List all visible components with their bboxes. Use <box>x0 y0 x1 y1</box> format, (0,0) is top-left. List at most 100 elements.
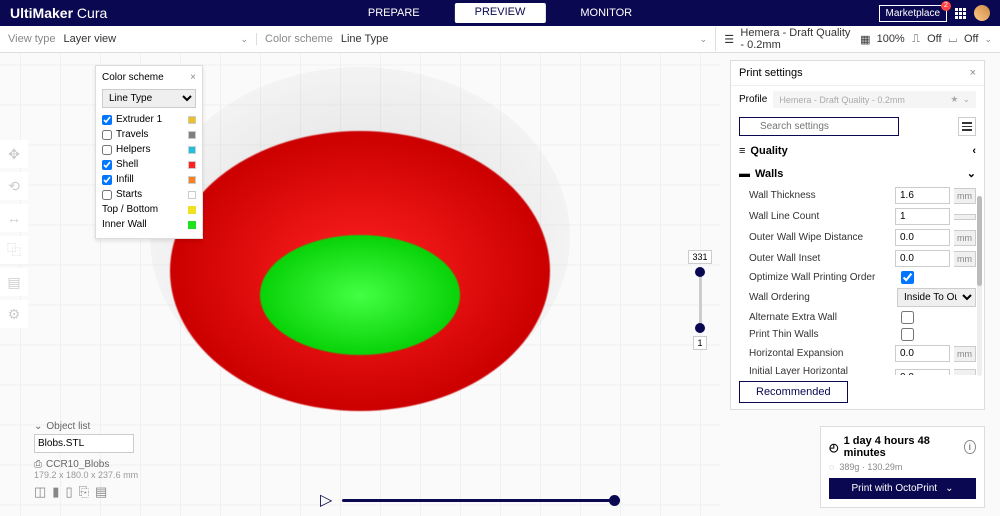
color-scheme-dropdown[interactable]: Color scheme Line Type ⌄ <box>257 33 715 45</box>
printer-summary[interactable]: ☰ Hemera - Draft Quality - 0.2mm ▦ 100% … <box>715 27 1000 51</box>
setting-label: Wall Line Count <box>749 211 891 222</box>
object-dimensions: 179.2 x 180.0 x 237.6 mm <box>34 470 234 480</box>
color-toggle-row[interactable]: Helpers <box>102 142 196 157</box>
layer-max-label: 331 <box>688 250 711 264</box>
model-preview[interactable] <box>170 131 550 411</box>
print-button[interactable]: Print with OctoPrint ⌄ <box>829 478 976 499</box>
slider-thumb-bottom[interactable] <box>695 323 705 333</box>
clock-icon: ◴ <box>829 441 839 454</box>
checkbox[interactable] <box>102 145 112 155</box>
move-tool[interactable]: ✥ <box>0 140 28 168</box>
layer-min-label: 1 <box>693 336 706 350</box>
copy-icon[interactable]: ⎘ <box>79 484 89 500</box>
chevron-down-icon[interactable]: ⌄ <box>34 421 42 432</box>
file-icon[interactable]: ▯ <box>65 484 72 500</box>
folder-icon[interactable]: ▮ <box>52 484 59 500</box>
setting-input[interactable] <box>895 250 950 267</box>
color-toggle-row[interactable]: Starts <box>102 187 196 202</box>
mesh-tool[interactable]: ▤ <box>0 268 28 296</box>
support-tool[interactable]: ⚙ <box>0 300 28 328</box>
view-type-dropdown[interactable]: View type Layer view ⌄ <box>0 33 257 45</box>
color-scheme-select[interactable]: Line Type <box>102 89 196 108</box>
timeline-thumb[interactable] <box>609 495 620 506</box>
swatch-icon <box>188 176 196 184</box>
star-icon: ★ <box>950 94 958 105</box>
object-filename-input[interactable] <box>34 434 134 453</box>
color-label: Travels <box>116 129 184 140</box>
checkbox[interactable] <box>102 175 112 185</box>
setting-checkbox[interactable] <box>901 328 914 341</box>
setting-checkbox[interactable] <box>901 271 914 284</box>
settings-search-input[interactable] <box>739 117 899 136</box>
checkbox[interactable] <box>102 130 112 140</box>
setting-row: Initial Layer Horizontal Expansionmm <box>739 364 976 375</box>
setting-input[interactable] <box>895 229 950 246</box>
printer-profile-name: Hemera - Draft Quality - 0.2mm <box>740 27 854 51</box>
scale-tool[interactable]: ↔ <box>0 204 28 232</box>
scrollbar[interactable] <box>977 196 982 376</box>
setting-checkbox[interactable] <box>901 311 914 324</box>
profile-dropdown[interactable]: Hemera - Draft Quality - 0.2mm ★ ⌄ <box>773 91 976 108</box>
color-toggle-row[interactable]: Shell <box>102 157 196 172</box>
tab-preview[interactable]: PREVIEW <box>455 3 546 23</box>
settings-scroll-area[interactable]: ≡ Quality ‹ ▬ Walls ⌄ Wall ThicknessmmWa… <box>731 140 984 375</box>
layer-timeline[interactable]: ▷ <box>320 490 620 510</box>
tab-prepare[interactable]: PREPARE <box>358 3 430 23</box>
setting-row: Print Thin Walls <box>739 326 976 343</box>
setting-input[interactable] <box>895 208 950 225</box>
recommended-button[interactable]: Recommended <box>739 381 848 403</box>
color-label: Extruder 1 <box>116 114 184 125</box>
setting-label: Wall Ordering <box>749 292 893 303</box>
close-icon[interactable]: × <box>190 72 196 83</box>
tab-monitor[interactable]: MONITOR <box>570 3 642 23</box>
checkbox[interactable] <box>102 160 112 170</box>
slider-thumb-top[interactable] <box>695 267 705 277</box>
rotate-tool[interactable]: ⟲ <box>0 172 28 200</box>
play-icon[interactable]: ▷ <box>320 490 332 510</box>
chevron-down-icon: ⌄ <box>240 34 248 45</box>
setting-input[interactable] <box>895 345 950 362</box>
mirror-tool[interactable]: ⿻ <box>0 236 28 264</box>
setting-label: Optimize Wall Printing Order <box>749 272 895 283</box>
color-toggle-row[interactable]: Travels <box>102 127 196 142</box>
setting-unit: mm <box>954 251 976 267</box>
setting-row: Alternate Extra Wall <box>739 309 976 326</box>
setting-label: Horizontal Expansion <box>749 348 891 359</box>
setting-unit: mm <box>954 230 976 246</box>
profile-label: Profile <box>739 94 767 105</box>
marketplace-button[interactable]: Marketplace 2 <box>879 5 947 22</box>
timeline-track[interactable] <box>342 499 620 502</box>
layer-slider[interactable]: 331 1 <box>690 250 710 350</box>
section-quality[interactable]: ≡ Quality ‹ <box>739 140 976 162</box>
object-action-icons: ◫ ▮ ▯ ⎘ ▤ <box>34 484 234 500</box>
setting-select[interactable]: Inside To Outside <box>897 288 976 307</box>
print-settings-panel: Print settings × Profile Hemera - Draft … <box>730 60 985 410</box>
infill-percent: 100% <box>877 33 905 45</box>
color-scheme-panel: Color scheme × Line Type Extruder 1Trave… <box>95 65 203 239</box>
info-icon[interactable]: i <box>964 440 976 454</box>
save-icon[interactable]: ▤ <box>95 484 107 500</box>
apps-icon[interactable] <box>955 8 966 19</box>
print-info-panel: ◴ 1 day 4 hours 48 minutes i ◌ 389g · 13… <box>820 426 985 508</box>
cube-icon[interactable]: ◫ <box>34 484 46 500</box>
setting-row: Wall Ordering Inside To Outside <box>739 286 976 309</box>
section-walls[interactable]: ▬ Walls ⌄ <box>739 162 976 185</box>
scroll-thumb[interactable] <box>977 196 982 286</box>
print-time-value: 1 day 4 hours 48 minutes <box>844 435 959 459</box>
menu-icon[interactable] <box>958 117 976 136</box>
setting-label: Outer Wall Wipe Distance <box>749 232 891 243</box>
user-avatar[interactable] <box>974 5 990 21</box>
color-toggle-row[interactable]: Infill <box>102 172 196 187</box>
model-inner <box>260 235 460 355</box>
setting-input[interactable] <box>895 187 950 204</box>
setting-row: Outer Wall Wipe Distance mm <box>739 227 976 248</box>
close-icon[interactable]: × <box>970 67 976 79</box>
quality-icon: ≡ <box>739 145 745 157</box>
mode-tabs: PREPARE PREVIEW MONITOR <box>358 3 642 23</box>
color-scheme-value: Line Type <box>341 33 389 45</box>
view-toolbar: View type Layer view ⌄ Color scheme Line… <box>0 26 1000 53</box>
view-type-value: Layer view <box>64 33 117 45</box>
checkbox[interactable] <box>102 190 112 200</box>
color-toggle-row[interactable]: Extruder 1 <box>102 112 196 127</box>
checkbox[interactable] <box>102 115 112 125</box>
